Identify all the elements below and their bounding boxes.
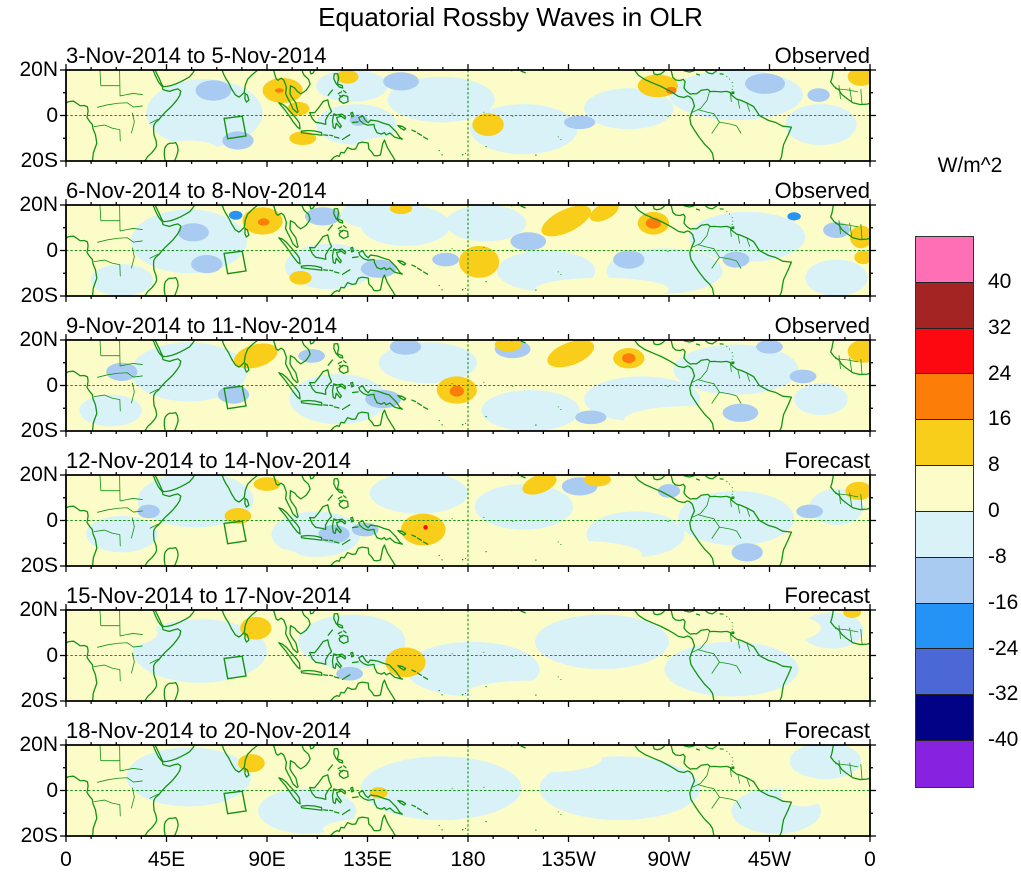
- y-axis-label: 0: [46, 373, 58, 397]
- colorbar-cell: [916, 511, 973, 558]
- y-axis-label: 0: [46, 103, 58, 127]
- colorbar-cell: [916, 741, 973, 787]
- panel-header-2: 6-Nov-2014 to 8-Nov-2014 Observed: [66, 179, 870, 203]
- colorbar-tick-label: -40: [988, 728, 1019, 752]
- colorbar-tick-label: 40: [988, 269, 1012, 293]
- y-axis-label: 0: [46, 238, 58, 262]
- monitoring-region-box: [224, 251, 246, 274]
- panel-header-6: 18-Nov-2014 to 20-Nov-2014 Forecast: [66, 719, 870, 743]
- map-panel-3: [66, 340, 870, 431]
- colorbar-tick-label: 0: [988, 499, 1000, 522]
- monitoring-region-box: [224, 386, 246, 409]
- x-axis-label: 0: [864, 848, 876, 871]
- y-axis-label: 20S: [20, 419, 58, 442]
- panel-source-label: Forecast: [784, 583, 870, 608]
- map-panel-1: [66, 70, 870, 161]
- colorbar-cell: [916, 557, 973, 604]
- panel-date-range: 12-Nov-2014 to 14-Nov-2014: [66, 448, 351, 473]
- panel-header-5: 15-Nov-2014 to 17-Nov-2014 Forecast: [66, 584, 870, 608]
- colorbar-cell: [916, 328, 973, 375]
- panel-date-range: 6-Nov-2014 to 8-Nov-2014: [66, 178, 327, 203]
- colorbar-cell: [916, 466, 973, 512]
- colorbar-tick-label: 24: [988, 361, 1012, 385]
- colorbar-cell: [916, 603, 973, 650]
- colorbar-tick-label: 32: [988, 315, 1012, 339]
- x-axis-label: 90E: [248, 848, 286, 871]
- y-axis-label: 20S: [20, 284, 58, 307]
- x-axis-label: 0: [60, 848, 72, 871]
- panel-header-1: 3-Nov-2014 to 5-Nov-2014 Observed: [66, 44, 870, 68]
- colorbar-cell: [916, 374, 973, 421]
- x-axis-label: 90W: [647, 848, 691, 871]
- y-axis-label: 20N: [19, 58, 58, 81]
- colorbar-cell: [916, 420, 973, 467]
- monitoring-region-box: [224, 116, 246, 139]
- y-axis-label: 20S: [20, 554, 58, 577]
- y-axis-label: 20N: [19, 193, 58, 216]
- colorbar-tick-label: -32: [988, 682, 1019, 706]
- y-axis-label: 0: [46, 508, 58, 532]
- y-axis-label: 20S: [20, 824, 58, 847]
- y-axis-label: 0: [46, 643, 58, 667]
- map-panel-6: [66, 745, 870, 836]
- panel-header-4: 12-Nov-2014 to 14-Nov-2014 Forecast: [66, 449, 870, 473]
- panel-source-label: Observed: [774, 313, 870, 338]
- y-axis-label: 0: [46, 778, 58, 802]
- panel-source-label: Observed: [774, 43, 870, 68]
- colorbar-tick-label: 8: [988, 453, 1000, 477]
- panel-date-range: 15-Nov-2014 to 17-Nov-2014: [66, 583, 351, 608]
- colorbar-cell: [916, 237, 973, 283]
- colorbar-cell: [916, 649, 973, 696]
- x-axis-label: 135E: [342, 848, 393, 871]
- monitoring-region-box: [224, 521, 246, 544]
- panel-source-label: Observed: [774, 178, 870, 203]
- panel-header-3: 9-Nov-2014 to 11-Nov-2014 Observed: [66, 314, 870, 338]
- colorbar-cell: [916, 282, 973, 329]
- y-axis-label: 20N: [19, 463, 58, 486]
- colorbar-tick-label: -16: [988, 590, 1019, 614]
- colorbar-tick-label: -8: [988, 544, 1007, 568]
- colorbar-cell: [916, 695, 973, 742]
- y-axis-label: 20N: [19, 733, 58, 756]
- monitoring-region-box: [224, 791, 246, 814]
- colorbar: [915, 236, 974, 788]
- map-panel-2: [66, 205, 870, 296]
- map-panel-5: [66, 610, 870, 701]
- monitoring-region-box: [224, 656, 246, 679]
- y-axis-label: 20N: [19, 598, 58, 621]
- figure-title: Equatorial Rossby Waves in OLR: [318, 2, 703, 32]
- y-axis-label: 20S: [20, 689, 58, 712]
- y-axis-label: 20N: [19, 328, 58, 351]
- panel-date-range: 3-Nov-2014 to 5-Nov-2014: [66, 43, 327, 68]
- x-axis-label: 180: [450, 848, 486, 871]
- x-axis-label: 45W: [747, 848, 792, 871]
- x-axis-label: 45E: [147, 848, 186, 871]
- map-panel-4: [66, 475, 870, 566]
- panel-date-range: 18-Nov-2014 to 20-Nov-2014: [66, 718, 351, 743]
- panel-source-label: Forecast: [784, 448, 870, 473]
- colorbar-tick-label: -24: [988, 636, 1019, 660]
- colorbar-unit-label: W/m^2: [937, 154, 1003, 177]
- colorbar-tick-label: 16: [988, 407, 1012, 431]
- panel-date-range: 9-Nov-2014 to 11-Nov-2014: [66, 313, 338, 338]
- panel-source-label: Forecast: [784, 718, 870, 743]
- x-axis-label: 135W: [541, 848, 596, 871]
- y-axis-label: 20S: [20, 149, 58, 172]
